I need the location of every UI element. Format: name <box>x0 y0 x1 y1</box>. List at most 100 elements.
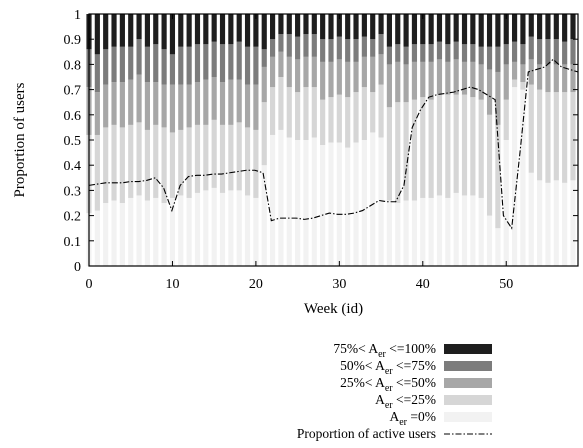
bar-segment-2-week-44 <box>453 59 459 95</box>
bar-segment-4-week-44 <box>453 14 459 42</box>
bar-segment-4-week-47 <box>478 14 484 47</box>
bar-segment-2-week-58 <box>570 64 576 93</box>
bar-segment-2-week-15 <box>211 77 217 120</box>
bar-segment-3-week-43 <box>445 44 451 62</box>
bar-segment-4-week-49 <box>495 14 501 47</box>
bar-segment-2-week-28 <box>320 61 326 100</box>
bar-segment-4-week-32 <box>353 14 359 40</box>
x-axis-label: Week (id) <box>304 301 363 317</box>
bar-segment-0-week-49 <box>495 228 501 266</box>
bar-segment-3-week-26 <box>303 34 309 57</box>
bar-segment-2-week-22 <box>270 56 276 88</box>
bar-segment-2-week-14 <box>203 79 209 125</box>
bar-segment-4-week-3 <box>111 14 117 47</box>
legend-label-2: 25%< Aer <=50% <box>340 375 436 394</box>
bar-segment-2-week-11 <box>178 84 184 130</box>
bar-segment-2-week-51 <box>511 61 518 80</box>
bar-segment-4-week-50 <box>503 14 509 45</box>
bar-segment-1-week-37 <box>395 102 401 203</box>
bar-segment-2-week-31 <box>345 61 351 98</box>
x-axis-ticks: 0 10 20 30 40 50 <box>86 14 513 292</box>
bar-segment-3-week-4 <box>119 46 125 83</box>
bar-segment-1-week-23 <box>278 77 284 130</box>
bar-segment-2-week-55 <box>545 64 551 93</box>
legend-label-3: 50%< Aer <=75% <box>340 358 436 377</box>
bar-segment-2-week-57 <box>562 64 568 93</box>
bar-segment-3-week-34 <box>370 39 376 57</box>
bar-segment-3-week-5 <box>128 46 134 80</box>
bar-segment-0-week-22 <box>270 134 276 266</box>
bar-segment-1-week-20 <box>253 129 259 198</box>
bar-segment-3-week-7 <box>144 46 150 83</box>
bar-segment-2-week-12 <box>186 84 192 128</box>
bar-segment-2-week-30 <box>336 59 342 95</box>
y-tick-label: 0.2 <box>64 210 82 225</box>
bar-segment-3-week-49 <box>495 46 501 72</box>
bar-segment-3-week-25 <box>295 36 301 60</box>
bar-segment-0-week-35 <box>378 137 384 266</box>
bar-segment-1-week-22 <box>270 87 276 135</box>
bar-segment-3-week-6 <box>136 39 142 75</box>
bar-segment-0-week-33 <box>361 140 367 266</box>
bar-segment-2-week-53 <box>528 59 534 85</box>
bar-segment-4-week-31 <box>345 14 351 40</box>
bar-segment-3-week-57 <box>562 41 568 65</box>
bar-segment-0-week-12 <box>186 197 192 266</box>
bar-segment-0-week-11 <box>178 195 184 266</box>
bar-segment-4-week-43 <box>445 14 451 45</box>
bar-segment-1-week-11 <box>178 129 184 196</box>
bar-segment-2-week-10 <box>169 84 176 133</box>
bar-segment-0-week-6 <box>136 195 142 266</box>
bar-segment-2-week-8 <box>153 82 159 125</box>
bar-segment-3-week-24 <box>286 34 292 57</box>
bar-segment-4-week-18 <box>236 14 242 42</box>
bar-segment-3-week-23 <box>278 34 284 52</box>
bar-segment-3-week-31 <box>345 39 351 62</box>
bar-segment-2-week-48 <box>486 69 493 115</box>
bar-segment-1-week-54 <box>537 89 543 181</box>
x-tick-label: 0 <box>86 277 93 292</box>
bar-segment-2-week-29 <box>328 61 334 98</box>
bar-segment-4-week-24 <box>286 14 292 35</box>
bar-segment-4-week-52 <box>520 14 526 45</box>
bar-segment-4-week-22 <box>270 14 276 40</box>
bar-segment-3-week-39 <box>411 44 418 62</box>
bar-segment-4-week-7 <box>144 14 150 47</box>
bar-segment-3-week-9 <box>161 49 167 85</box>
bar-segment-2-week-1 <box>94 92 100 135</box>
bar-segment-4-week-41 <box>428 14 434 45</box>
bar-segment-0-week-51 <box>511 87 518 266</box>
bar-segment-2-week-6 <box>136 74 142 123</box>
bar-segment-4-week-8 <box>153 14 159 45</box>
bar-segment-2-week-36 <box>386 64 392 108</box>
bar-segment-1-week-1 <box>94 134 100 211</box>
bar-segment-3-week-1 <box>94 54 100 93</box>
bar-segment-1-week-46 <box>470 97 476 196</box>
bar-segment-4-week-13 <box>194 14 201 45</box>
bar-segment-3-week-35 <box>378 34 384 55</box>
bar-segment-3-week-22 <box>270 39 276 57</box>
bar-segment-4-week-23 <box>278 14 284 35</box>
bar-segment-3-week-18 <box>236 41 242 80</box>
bar-segment-4-week-30 <box>336 14 342 37</box>
bar-segment-4-week-51 <box>511 14 518 42</box>
bar-segment-2-week-39 <box>411 61 418 100</box>
bar-segment-4-week-14 <box>203 14 209 45</box>
bar-segment-4-week-54 <box>537 14 543 40</box>
bar-segment-2-week-13 <box>194 82 201 125</box>
bar-segment-0-week-42 <box>436 195 443 266</box>
bar-segment-4-week-16 <box>219 14 226 45</box>
x-tick-label: 30 <box>332 277 346 292</box>
y-tick-label: 0.1 <box>64 235 82 250</box>
bar-segment-1-week-41 <box>428 99 434 198</box>
bar-segment-4-week-26 <box>303 14 309 35</box>
bar-segment-2-week-33 <box>361 56 367 88</box>
bar-segment-1-week-10 <box>169 132 176 198</box>
y-axis-label: Proportion of users <box>12 82 28 197</box>
bar-segment-1-week-38 <box>403 102 409 201</box>
bar-segment-4-week-9 <box>161 14 167 50</box>
bar-segment-4-week-10 <box>169 14 176 55</box>
y-tick-label: 0.4 <box>64 159 82 174</box>
bar-segment-4-week-33 <box>361 14 367 37</box>
bar-segment-2-week-42 <box>436 59 443 95</box>
